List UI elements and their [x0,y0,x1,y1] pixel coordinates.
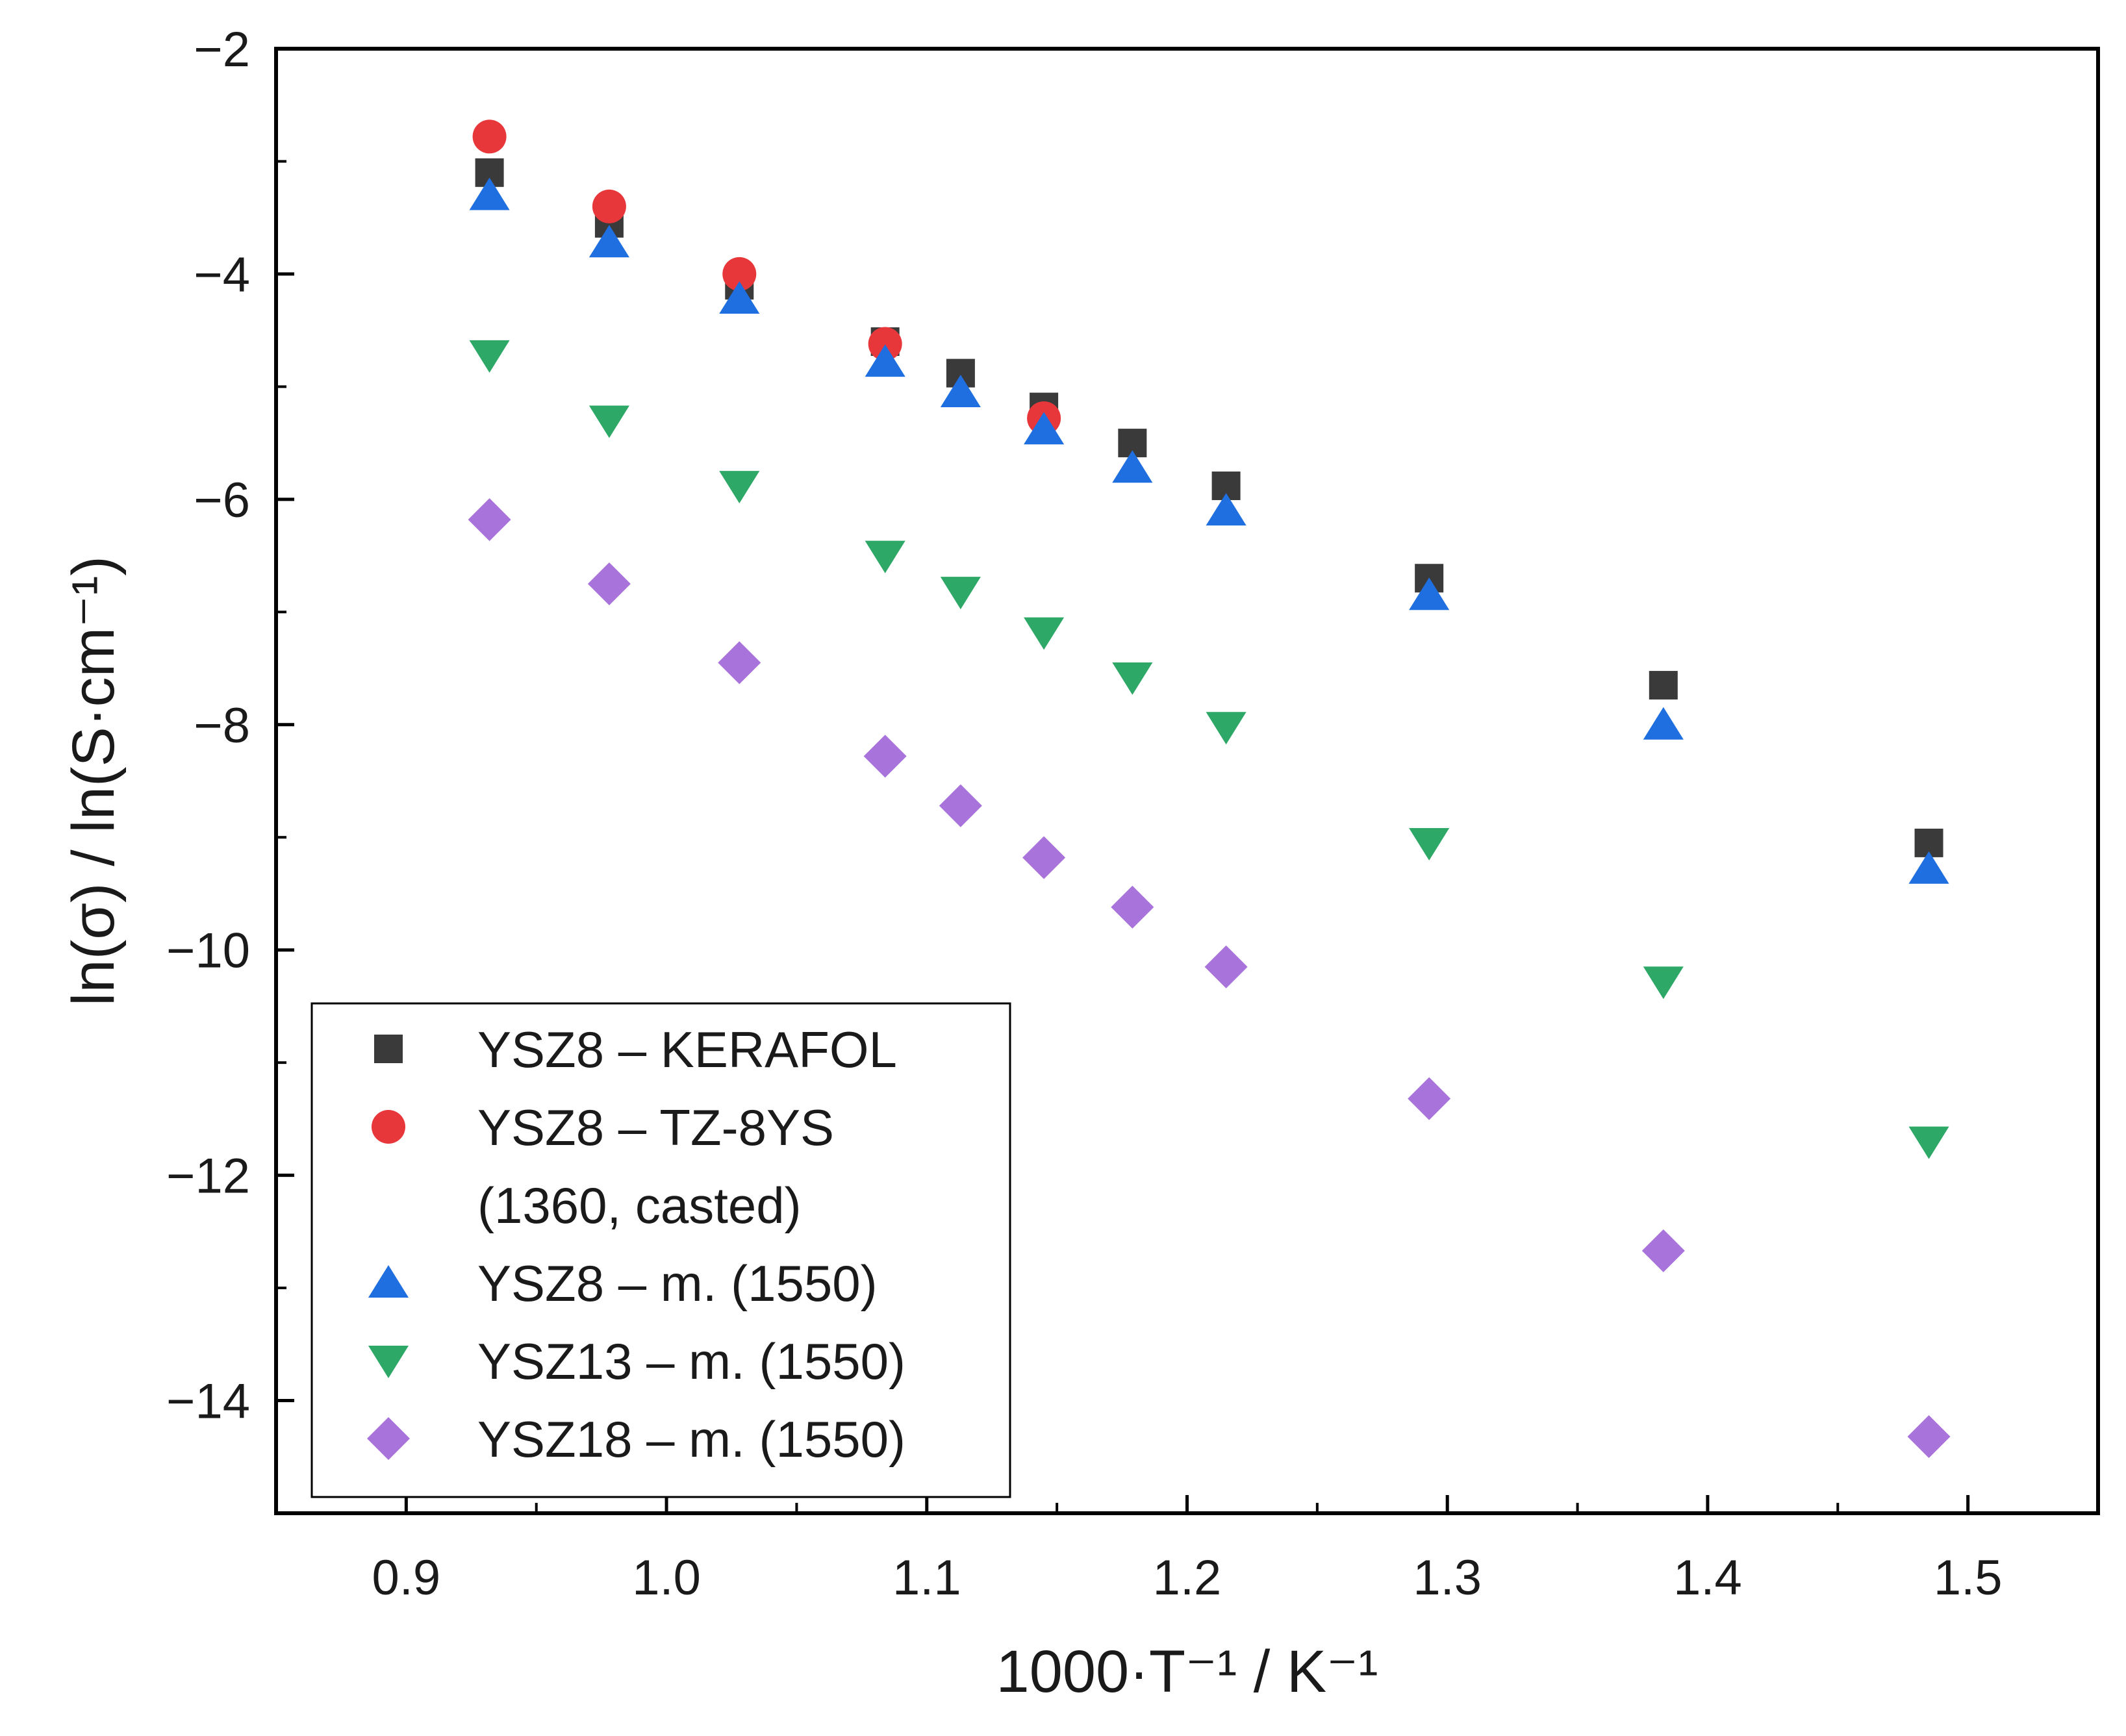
data-point [1024,617,1065,650]
legend-marker [368,1265,409,1298]
ticks-layer: 0.9 1.0 1.1 1.2 1.3 1.4 1.5 −2 −4 −6 −8 −10 −12 −14 [166,22,2002,1605]
data-point [722,257,757,291]
x-tick-label: 1.3 [1413,1550,1482,1605]
data-point [1409,577,1450,610]
data-point [863,735,907,778]
legend-marker [368,1346,409,1378]
data-point [1649,671,1678,700]
data-point [588,225,629,258]
data-point [939,784,982,827]
data-point [469,177,510,210]
y-tick-label: −12 [166,1149,250,1204]
data-point [1908,851,1949,884]
data-point [865,344,905,377]
x-tick-label: 1.0 [632,1550,701,1605]
data-point [1204,945,1248,988]
series-ysz18-m1550 [468,498,1951,1459]
legend: YSZ8 – KERAFOL YSZ8 – TZ-8YS (1360, casted… [310,1002,1011,1498]
data-point [588,405,629,438]
data-point [1206,712,1246,745]
legend-label: (1360, casted) [477,1177,802,1234]
y-tick-label: −14 [166,1374,250,1429]
legend-label: YSZ18 – m. (1550) [477,1411,905,1468]
data-point [940,577,981,610]
data-point [719,471,760,504]
data-point [1408,1077,1451,1120]
points-layer [468,120,1951,1459]
legend-box [310,1002,1011,1498]
y-tick-label: −6 [194,473,250,528]
data-point [1024,412,1065,445]
data-point [1409,827,1450,861]
plot-frame [274,47,2100,1515]
data-point [1907,1415,1951,1459]
data-point [1643,707,1684,740]
y-axis-title: ln(σ) / ln(S·cm⁻¹) [60,556,127,1006]
legend-label: YSZ8 – KERAFOL [477,1021,897,1078]
data-point [1641,1229,1685,1272]
series-ysz8-m1550 [469,177,1949,884]
x-tick-label: 1.4 [1673,1550,1742,1605]
y-tick-label: −10 [166,924,250,979]
legend-marker [374,1035,403,1063]
series-ysz13-m1550 [469,340,1949,1159]
data-point [1908,1126,1949,1159]
x-tick-label: 0.9 [372,1550,441,1605]
data-point [468,498,511,542]
data-point [719,281,760,314]
data-point [1111,885,1154,929]
data-point [472,120,507,154]
data-point [1112,450,1153,483]
data-point [868,327,902,361]
data-point [940,375,981,408]
data-point [718,641,761,685]
legend-label: YSZ8 – m. (1550) [477,1255,878,1312]
data-point [1206,493,1246,526]
y-tick-label: −8 [194,698,250,753]
legend-marker [372,1110,405,1144]
x-tick-label: 1.1 [892,1550,961,1605]
data-point [592,189,626,223]
data-point [865,540,905,573]
y-tick-label: −4 [194,247,250,303]
x-tick-label: 1.2 [1153,1550,1222,1605]
data-point [1112,662,1153,695]
data-point [469,340,510,373]
data-point [1022,836,1066,879]
legend-label: YSZ13 – m. (1550) [477,1333,905,1390]
x-tick-label: 1.5 [1934,1550,2003,1605]
data-point [1643,966,1684,1000]
y-tick-label: −2 [194,22,250,77]
legend-label: YSZ8 – TZ-8YS [477,1099,834,1156]
legend-marker [367,1417,410,1460]
x-axis-title: 1000·T⁻¹ / K⁻¹ [996,1639,1378,1705]
data-point [587,562,631,605]
